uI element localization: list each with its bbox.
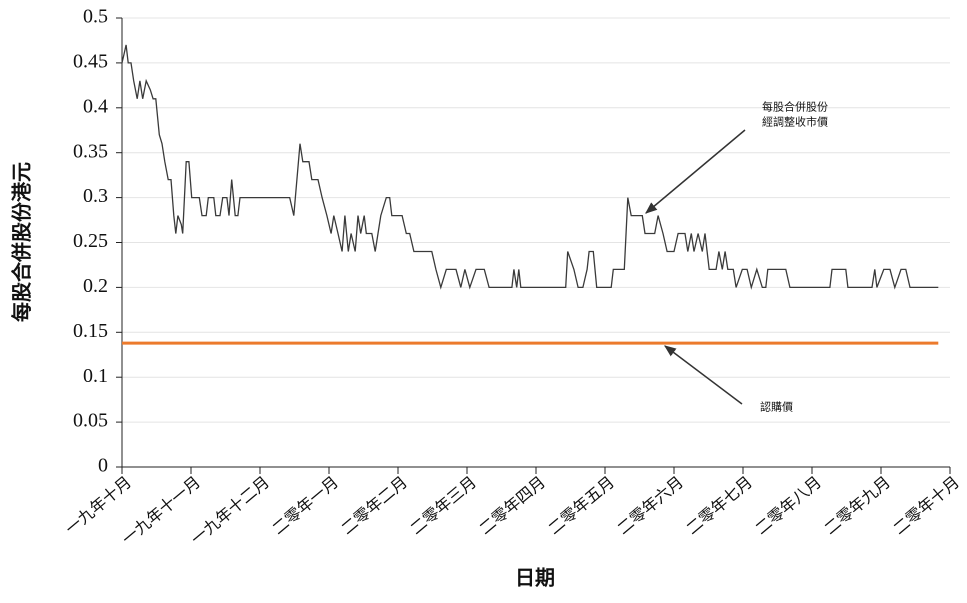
- line-series: [121, 44, 939, 290]
- x-tick-label: 二零年四月: [476, 473, 549, 538]
- x-tick-label: 二零年九月: [821, 473, 894, 538]
- y-tick-label: 0: [98, 455, 108, 477]
- y-tick-label: 0.25: [73, 230, 108, 252]
- x-axis-label: 日期: [515, 567, 555, 590]
- y-tick-label: 0.15: [73, 320, 108, 342]
- x-tick-label: 二零年三月: [407, 473, 480, 538]
- x-tick-label: 一九年十月: [62, 473, 135, 538]
- y-tick-label: 0.4: [83, 95, 108, 117]
- y-tick-label: 0.5: [83, 6, 108, 28]
- y-tick-label: 0.05: [73, 410, 108, 432]
- annotation: 每股合併股份: [762, 100, 828, 114]
- annotation-arrow: [664, 345, 743, 405]
- x-tick-label: 二零年五月: [545, 473, 618, 538]
- x-tick-label: 二零年六月: [614, 473, 687, 538]
- annotation: 經調整收市價: [762, 115, 828, 129]
- y-tick-label: 0.3: [83, 185, 108, 207]
- annotation-arrow: [645, 129, 746, 214]
- x-tick-label: 二零年十月: [890, 473, 963, 538]
- y-tick-label: 0.35: [73, 140, 108, 162]
- annotation: 認購價: [760, 400, 793, 414]
- y-tick-label: 0.45: [73, 50, 108, 72]
- y-tick-label: 0.2: [83, 275, 108, 297]
- y-axis-label: 每股合併股份港元: [10, 162, 34, 322]
- x-tick-label: 二零年一月: [269, 473, 342, 538]
- x-tick-label: 二零年七月: [683, 473, 756, 538]
- y-tick-label: 0.1: [83, 365, 108, 387]
- x-tick-label: 二零年二月: [338, 473, 411, 538]
- x-tick-label: 二零年八月: [752, 473, 825, 538]
